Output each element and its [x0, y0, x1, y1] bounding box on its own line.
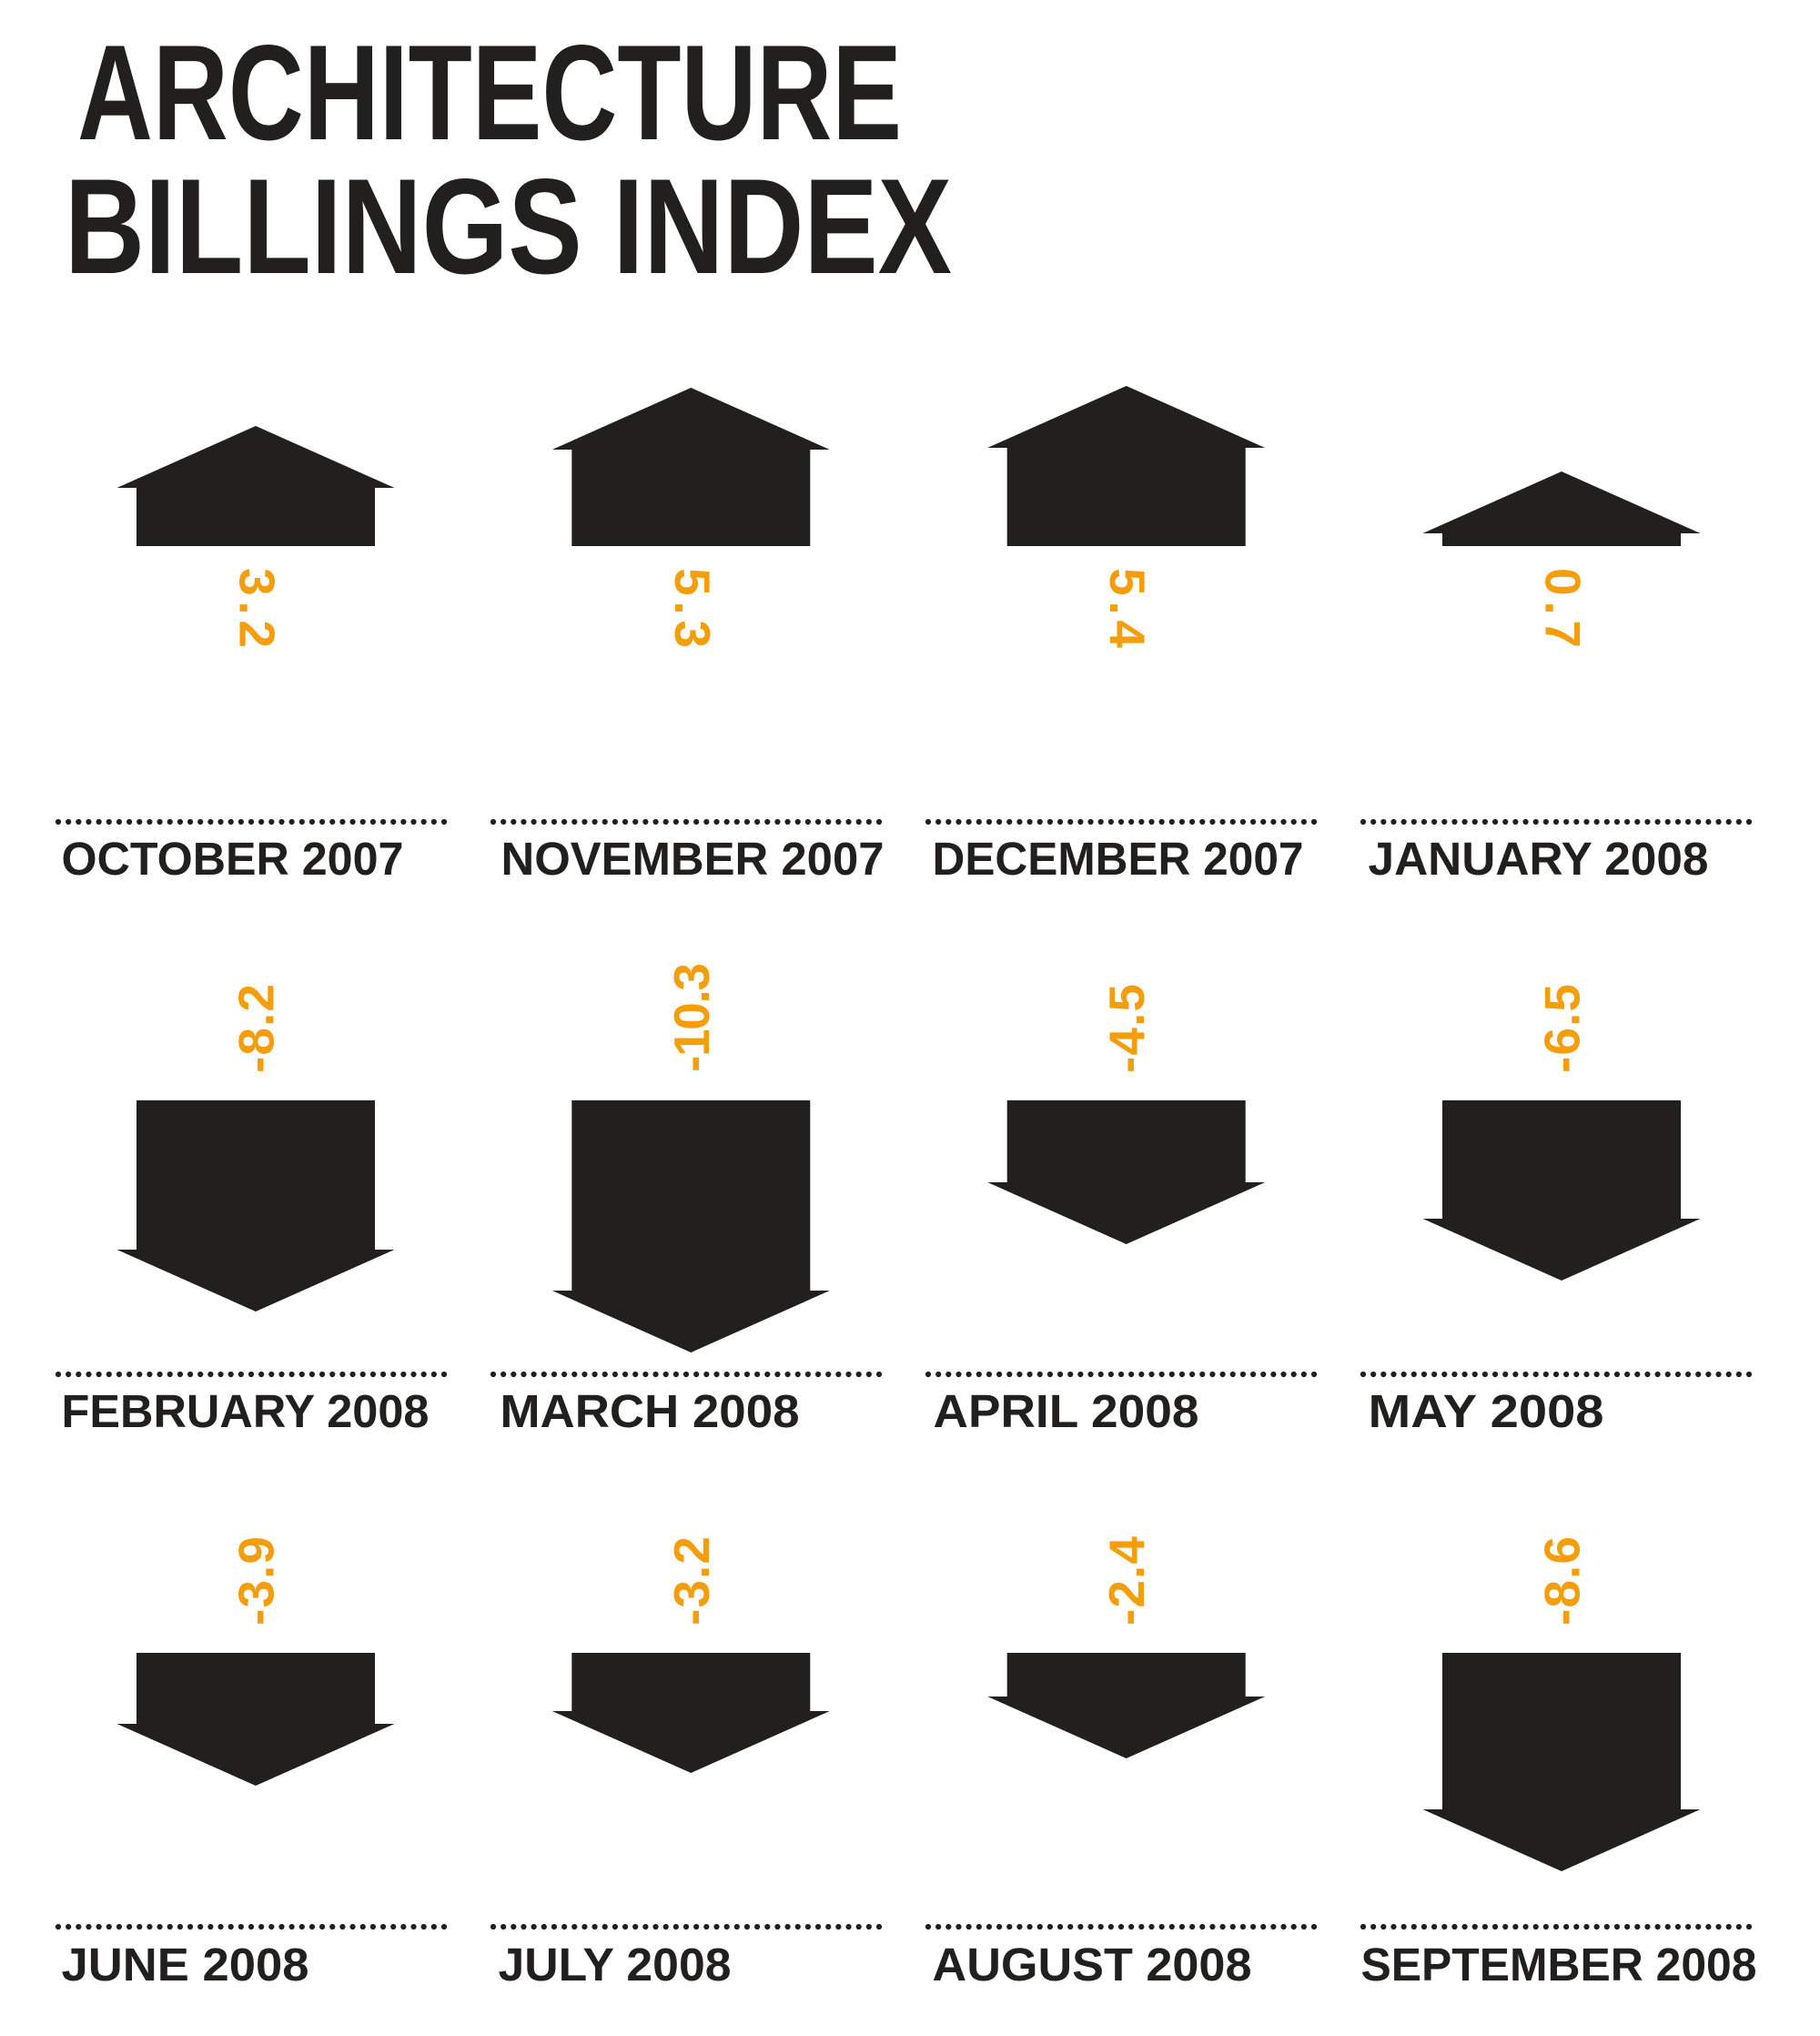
svg-text:-8.2: -8.2	[228, 984, 285, 1073]
svg-text:DECEMBER 2007: DECEMBER 2007	[933, 833, 1304, 885]
svg-text:OCTOBER 2007: OCTOBER 2007	[62, 833, 404, 885]
svg-text:JANUARY 2008: JANUARY 2008	[1369, 833, 1709, 885]
svg-text:-10.3: -10.3	[663, 963, 720, 1072]
svg-text:FEBRUARY 2008: FEBRUARY 2008	[62, 1385, 430, 1437]
svg-text:0.7: 0.7	[1535, 568, 1592, 648]
svg-text:JULY 2008: JULY 2008	[499, 1939, 732, 1990]
svg-text:-2.4: -2.4	[1098, 1536, 1155, 1626]
svg-text:5.4: 5.4	[1099, 568, 1156, 648]
svg-text:ARCHITECTURE: ARCHITECTURE	[77, 16, 902, 168]
svg-text:-4.5: -4.5	[1098, 984, 1155, 1073]
svg-text:MAY 2008: MAY 2008	[1369, 1385, 1604, 1437]
svg-text:SEPTEMBER 2008: SEPTEMBER 2008	[1361, 1939, 1757, 1990]
svg-text:NOVEMBER 2007: NOVEMBER 2007	[501, 833, 885, 885]
svg-text:3.2: 3.2	[229, 568, 286, 648]
svg-text:5.3: 5.3	[664, 568, 721, 648]
svg-text:APRIL 2008: APRIL 2008	[934, 1385, 1199, 1437]
svg-text:BILLINGS INDEX: BILLINGS INDEX	[65, 150, 952, 302]
svg-text:-3.2: -3.2	[663, 1536, 720, 1626]
svg-text:-8.6: -8.6	[1534, 1536, 1591, 1626]
svg-text:AUGUST 2008: AUGUST 2008	[933, 1939, 1252, 1990]
svg-text:-6.5: -6.5	[1534, 984, 1591, 1073]
svg-text:-3.9: -3.9	[228, 1536, 285, 1626]
svg-text:JUNE 2008: JUNE 2008	[62, 1939, 309, 1990]
svg-text:MARCH 2008: MARCH 2008	[500, 1385, 800, 1437]
